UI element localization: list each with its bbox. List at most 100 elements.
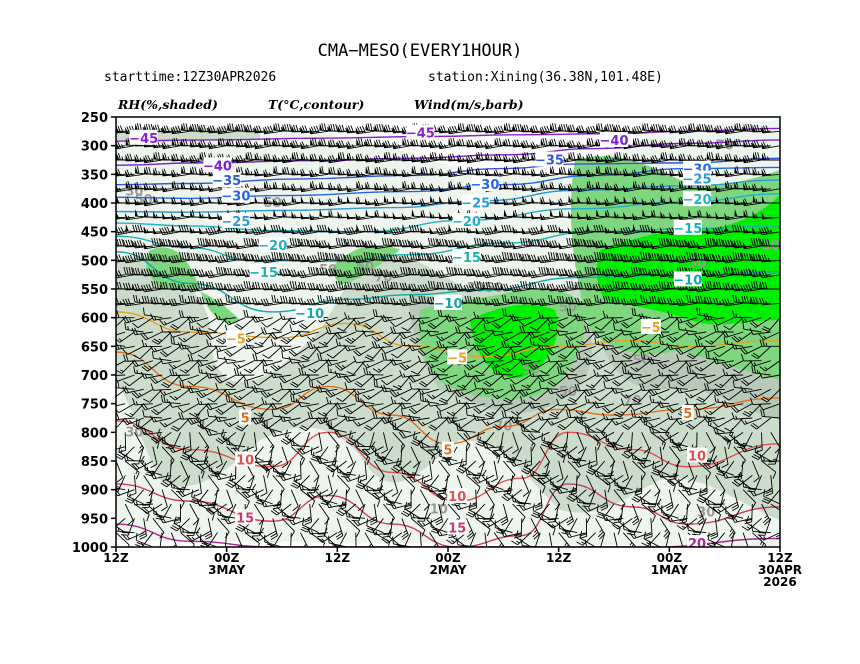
wind-barb-shaft (176, 317, 191, 331)
wind-barb-shaft (172, 331, 190, 338)
wind-barb-feather (156, 238, 159, 246)
wind-barb (116, 525, 126, 534)
wind-barb (168, 330, 190, 338)
wind-barb-feather (118, 270, 123, 278)
wind-barb (207, 141, 227, 150)
wind-barb-feather (183, 267, 187, 276)
wind-barb-feather (147, 155, 152, 162)
wind-barb-pennant (152, 226, 157, 234)
wind-barb-feather (178, 310, 182, 318)
wind-barb-feather (141, 366, 148, 372)
wind-barb (170, 212, 190, 221)
wind-barb-feather (118, 254, 122, 262)
wind-barb (124, 169, 144, 178)
wind-barb-pennant (134, 154, 138, 162)
wind-barb (160, 474, 181, 488)
wind-barb-pennant (107, 125, 110, 132)
wind-barb (190, 123, 209, 132)
wind-barb (139, 518, 147, 540)
wind-barb-half-feather (295, 398, 298, 403)
wind-barb-feather (381, 562, 387, 566)
rh-contour-label: 10 (430, 503, 448, 518)
wind-barb-shaft (152, 518, 165, 533)
wind-barb-feather (136, 123, 140, 131)
wind-barb (168, 298, 190, 307)
wind-barb-feather (164, 270, 169, 278)
wind-barb-feather (172, 549, 178, 553)
wind-barb-half-feather (150, 299, 153, 304)
wind-barb-feather (118, 152, 121, 161)
wind-barb-half-feather (184, 344, 187, 349)
wind-barb-shaft (119, 331, 135, 343)
wind-barb-half-feather (201, 214, 204, 218)
wind-barb-shaft (157, 331, 172, 345)
wind-barb (199, 533, 218, 547)
wind-barb-pennant (217, 224, 221, 232)
wind-barb-feather (217, 507, 219, 515)
wind-barb-half-feather (198, 256, 201, 261)
wind-barb-feather (127, 298, 132, 306)
wind-barb-pennant (207, 141, 212, 149)
wind-barb-pennant (189, 182, 194, 190)
wind-barb-feather (133, 365, 136, 374)
wind-barb-feather (178, 337, 185, 343)
wind-barb (165, 472, 181, 491)
wind-barb (159, 226, 181, 236)
wind-barb-shaft (170, 546, 172, 547)
wind-barb-half-feather (203, 392, 207, 396)
wind-barb-feather (126, 126, 131, 134)
wind-barb-pennant (134, 166, 138, 174)
wind-barb-feather (104, 445, 108, 451)
wind-barb-feather (137, 224, 141, 233)
wind-barb-feather (200, 167, 204, 175)
wind-barb-feather (178, 267, 182, 276)
wind-barb-pennant (125, 224, 129, 232)
wind-barb-feather (123, 381, 130, 387)
wind-barb-feather (205, 254, 210, 263)
wind-barb-feather (126, 497, 134, 502)
wind-barb-feather (164, 436, 166, 445)
wind-barb-feather (148, 166, 152, 175)
wind-barb (116, 517, 126, 527)
wind-barb-half-feather (205, 272, 208, 277)
wind-barb-shaft (127, 345, 144, 355)
wind-barb-feather (148, 268, 153, 276)
wind-barb-feather (180, 456, 188, 461)
wind-barb-pennant (98, 183, 101, 190)
wind-barb-feather (166, 226, 171, 234)
wind-barb-pennant (116, 212, 120, 219)
wind-barb (168, 254, 190, 264)
wind-barb (161, 436, 181, 448)
wind-barb-feather (201, 152, 204, 160)
wind-barb (123, 453, 144, 462)
wind-barb-feather (106, 326, 112, 330)
wind-barb-shaft (156, 403, 172, 416)
wind-barb-half-feather (205, 284, 208, 289)
wind-barb-shaft (175, 388, 191, 401)
wind-barb-feather (196, 296, 200, 305)
wind-barb-half-feather (197, 157, 200, 162)
wind-barb-shaft (191, 417, 209, 425)
wind-barb-feather (222, 138, 225, 146)
wind-barb-feather (159, 516, 164, 524)
wind-barb-half-feather (113, 273, 114, 276)
wind-barb (150, 374, 172, 384)
wind-barb-feather (415, 551, 422, 553)
wind-barb-half-feather (157, 437, 162, 441)
wind-barb-feather (123, 354, 127, 362)
wind-barb-feather (204, 253, 208, 261)
wind-barb-feather (206, 339, 210, 347)
wind-barb-pennant (143, 155, 148, 163)
wind-barb-feather (208, 328, 216, 332)
wind-barb-shaft (364, 546, 365, 547)
wind-barb-feather (169, 266, 173, 275)
wind-barb-feather (219, 298, 224, 306)
wind-barb-shaft (116, 345, 135, 350)
wind-barb-half-feather (351, 556, 354, 558)
wind-barb (141, 360, 163, 372)
wind-barb-half-feather (129, 412, 134, 416)
wind-barb-pennant (199, 210, 203, 218)
wind-barb-half-feather (156, 198, 158, 203)
wind-barb-half-feather (134, 242, 137, 247)
wind-barb-feather (222, 239, 226, 247)
